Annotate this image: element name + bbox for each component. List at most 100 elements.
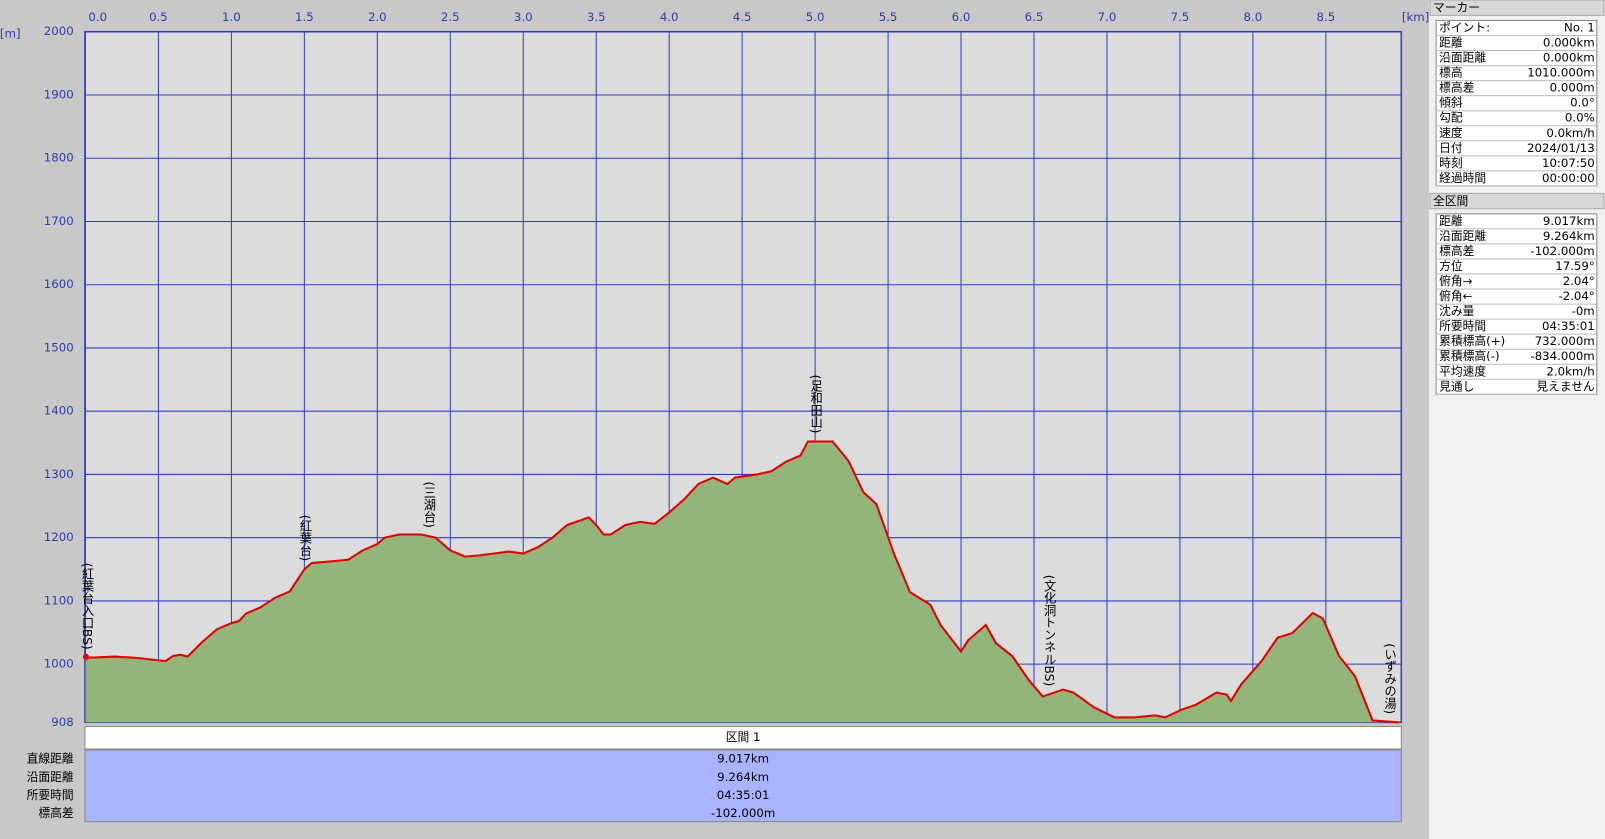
- x-tick-label: 6.5: [1025, 10, 1044, 24]
- panel-row-value: 0.0°: [1570, 96, 1595, 110]
- panel-row-label: 時刻: [1439, 156, 1463, 170]
- y-axis-unit: [m]: [0, 26, 21, 40]
- panel-row-label: 距離: [1439, 214, 1463, 228]
- panel-row-label: 標高: [1439, 66, 1463, 80]
- panel-header-bg: [1429, 192, 1605, 210]
- x-tick-label: 4.0: [660, 10, 679, 24]
- waypoint-label: (文化洞トンネルBS): [1042, 575, 1056, 686]
- panel-row-label: 累積標高(-): [1439, 349, 1499, 363]
- panel-row-label: 方位: [1439, 259, 1463, 273]
- panel-row-value: 2.04°: [1563, 274, 1595, 288]
- panel-row-value: 732.000m: [1535, 334, 1595, 348]
- panel-row-value: 0.000km: [1543, 51, 1595, 65]
- x-tick-label: 3.5: [587, 10, 606, 24]
- waypoint-label: (紅葉台入口BS): [80, 563, 94, 650]
- panel-row-value: 9.264km: [1543, 229, 1595, 243]
- panel-row-label: 平均速度: [1439, 364, 1486, 378]
- x-tick-label: 0.0: [88, 10, 107, 24]
- panel-row-value: 17.59°: [1555, 259, 1595, 273]
- x-tick-label: 3.0: [514, 10, 533, 24]
- section-header: 区間 1: [726, 730, 761, 744]
- y-tick-label: 1900: [44, 87, 74, 101]
- panel-row-value: 2024/01/13: [1527, 141, 1595, 155]
- y-tick-label: 1400: [44, 404, 74, 418]
- y-tick-label: 1000: [44, 657, 74, 671]
- panel-row-label: 日付: [1439, 141, 1463, 155]
- section-values-box: [84, 749, 1402, 823]
- y-tick-label: 1700: [44, 214, 74, 228]
- panel-row-label: 経過時間: [1439, 171, 1486, 185]
- section-row-label: 標高差: [38, 806, 74, 820]
- panel-row-label: 俯角→: [1439, 274, 1473, 288]
- panel-row-label: 標高差: [1439, 81, 1475, 95]
- elevation-area: [85, 441, 1399, 723]
- panel-row-label: 所要時間: [1439, 319, 1486, 333]
- panel-row-label: 沿面距離: [1439, 229, 1486, 243]
- waypoint-label: (いずみの湯): [1383, 643, 1397, 714]
- section-row-label: 所要時間: [27, 788, 74, 802]
- panel-row-label: 見通し: [1439, 379, 1474, 393]
- panel-row-label: 傾斜: [1439, 96, 1463, 110]
- panel-row-value: -102.000m: [1530, 244, 1594, 258]
- section-row-value: 04:35:01: [717, 788, 770, 802]
- waypoint-label: (紅葉台): [298, 515, 312, 561]
- y-tick-label: 1600: [44, 277, 74, 291]
- y-tick-label: 1100: [44, 593, 74, 607]
- x-tick-label: 2.0: [368, 10, 387, 24]
- panel-row-value: 2.0km/h: [1546, 364, 1594, 378]
- panel-row-value: -834.000m: [1530, 349, 1594, 363]
- panel-row-value: 見えません: [1536, 379, 1595, 393]
- y-tick-label: 2000: [44, 24, 74, 38]
- panel-row-label: 勾配: [1439, 111, 1463, 125]
- panel-row-label: 沿面距離: [1439, 51, 1486, 65]
- x-tick-label: 4.5: [733, 10, 752, 24]
- x-tick-label: 7.0: [1098, 10, 1117, 24]
- panel-row-value: -2.04°: [1558, 289, 1594, 303]
- x-tick-label: 7.5: [1171, 10, 1190, 24]
- panel-row-value: 0.0%: [1565, 111, 1595, 125]
- section-header-box: [84, 725, 1402, 750]
- section-row-value: -102.000m: [711, 806, 775, 820]
- section-row-label: 沿面距離: [27, 770, 74, 784]
- panel-title: マーカー: [1433, 1, 1480, 15]
- panel-header-bg: [1429, 0, 1605, 16]
- panel-row-value: 0.000m: [1550, 81, 1595, 95]
- y-tick-label: 908: [51, 715, 73, 729]
- panel-title: 全区間: [1433, 194, 1468, 208]
- section-row-value: 9.017km: [717, 752, 769, 766]
- elevation-line: [85, 440, 1399, 724]
- x-tick-label: 2.5: [441, 10, 460, 24]
- x-tick-label: 5.0: [806, 10, 825, 24]
- panel-row-value: No. 1: [1564, 20, 1595, 34]
- plot: 908 1000 1100 1200 1300 1400 1500 1600 1700 1800 1…: [0, 10, 1429, 729]
- section-row-value: 9.264km: [717, 770, 769, 784]
- panel-row-label: 沈み量: [1439, 304, 1475, 318]
- section-row-label: 直線距離: [27, 752, 74, 766]
- x-tick-label: 5.5: [879, 10, 898, 24]
- x-tick-label: 8.0: [1244, 10, 1263, 24]
- x-tick-label: 1.0: [222, 10, 241, 24]
- x-tick-label: 1.5: [295, 10, 314, 24]
- panel-row-value: 04:35:01: [1542, 319, 1595, 333]
- panel-row-value: 10:07:50: [1542, 156, 1595, 170]
- x-tick-label: 8.5: [1317, 10, 1336, 24]
- y-tick-label: 1300: [44, 467, 74, 481]
- current-marker: [82, 653, 90, 660]
- panel-row-label: 速度: [1439, 126, 1463, 140]
- panel-row-value: -0m: [1572, 304, 1595, 318]
- waypoint-label: (三湖台): [422, 482, 436, 528]
- panel-body: [1435, 19, 1598, 187]
- panel-row-value: 00:00:00: [1542, 171, 1595, 185]
- y-tick-label: 1200: [44, 530, 74, 544]
- panel-row-label: 俯角←: [1439, 289, 1473, 303]
- panel-row-value: 0.000km: [1543, 36, 1595, 50]
- waypoint-label: (足和田山): [809, 375, 823, 434]
- panel-row-value: 1010.000m: [1527, 66, 1595, 80]
- panel-row-label: 標高差: [1439, 244, 1475, 258]
- x-tick-label: 0.5: [149, 10, 168, 24]
- y-tick-label: 1500: [44, 340, 74, 354]
- panel-row-label: 距離: [1439, 36, 1463, 50]
